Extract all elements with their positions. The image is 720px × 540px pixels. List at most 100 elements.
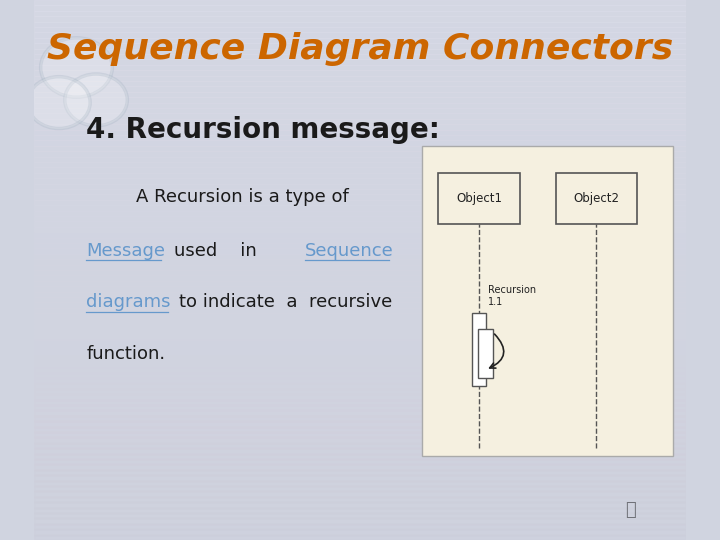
Bar [34, 362, 686, 367]
Bar [34, 49, 686, 54]
Bar [556, 173, 637, 224]
Bar [34, 27, 686, 32]
Circle shape [40, 38, 112, 97]
Bar [34, 157, 686, 162]
Bar [34, 351, 686, 356]
Text: A Recursion is a type of: A Recursion is a type of [136, 188, 349, 206]
Bar [472, 313, 486, 386]
Bar [34, 335, 686, 340]
Bar [34, 405, 686, 410]
Bar [34, 151, 686, 157]
Bar [34, 194, 686, 200]
Bar [422, 146, 673, 456]
Text: Message: Message [86, 242, 166, 260]
Bar [34, 378, 686, 383]
Bar [34, 173, 686, 178]
Bar [34, 259, 686, 265]
Bar [34, 238, 686, 243]
Bar [34, 113, 686, 119]
Bar [34, 481, 686, 486]
Bar [34, 146, 686, 151]
Circle shape [27, 77, 90, 129]
Bar [34, 200, 686, 205]
Text: function.: function. [86, 345, 166, 363]
Bar [34, 140, 686, 146]
Bar [34, 373, 686, 378]
Text: Object1: Object1 [456, 192, 502, 205]
Bar [34, 416, 686, 421]
Bar [34, 313, 686, 319]
Bar [34, 529, 686, 535]
Bar [34, 464, 686, 470]
Bar [34, 443, 686, 448]
Bar [34, 513, 686, 518]
Bar [34, 108, 686, 113]
Bar [34, 400, 686, 405]
Bar [34, 0, 686, 5]
Text: to indicate  a  recursive: to indicate a recursive [179, 293, 392, 312]
Bar [34, 292, 686, 297]
Bar [34, 356, 686, 362]
Text: Sequence Diagram Connectors: Sequence Diagram Connectors [47, 32, 673, 65]
Bar [34, 524, 686, 529]
Bar [34, 5, 686, 11]
Bar [34, 421, 686, 427]
Bar [34, 432, 686, 437]
Bar [34, 475, 686, 481]
Bar [34, 367, 686, 373]
Bar [34, 454, 686, 459]
Bar [34, 184, 686, 189]
Bar [34, 167, 686, 173]
Bar [34, 32, 686, 38]
Bar [34, 302, 686, 308]
Bar [34, 329, 686, 335]
Bar [34, 470, 686, 475]
Bar [34, 518, 686, 524]
Bar [34, 92, 686, 97]
Bar [34, 265, 686, 270]
Bar [478, 329, 492, 378]
Bar [34, 324, 686, 329]
Bar [34, 81, 686, 86]
Text: Sequence: Sequence [305, 242, 393, 260]
Bar [34, 216, 686, 221]
Bar [34, 189, 686, 194]
Bar [34, 70, 686, 76]
Bar [34, 221, 686, 227]
Bar [34, 135, 686, 140]
Bar [34, 383, 686, 389]
Bar [34, 178, 686, 184]
Bar [34, 297, 686, 302]
Bar [34, 275, 686, 281]
Bar [34, 205, 686, 211]
Bar [34, 410, 686, 416]
Bar [34, 119, 686, 124]
Bar [34, 281, 686, 286]
Bar [34, 459, 686, 464]
Text: diagrams: diagrams [86, 293, 171, 312]
Bar [34, 76, 686, 81]
Bar [34, 227, 686, 232]
Text: used    in: used in [174, 242, 257, 260]
Bar [34, 319, 686, 324]
Bar [438, 173, 520, 224]
Bar [34, 22, 686, 27]
Bar [34, 248, 686, 254]
Bar [34, 86, 686, 92]
Bar [34, 130, 686, 135]
Text: Object2: Object2 [573, 192, 619, 205]
Bar [34, 502, 686, 508]
Bar [34, 211, 686, 216]
Circle shape [65, 74, 127, 126]
Bar [34, 54, 686, 59]
Bar [34, 162, 686, 167]
Text: 4. Recursion message:: 4. Recursion message: [86, 116, 440, 144]
Bar [34, 16, 686, 22]
Bar [34, 59, 686, 65]
Bar [34, 308, 686, 313]
Bar [34, 346, 686, 351]
Bar [34, 508, 686, 513]
Bar [34, 232, 686, 238]
Bar [34, 38, 686, 43]
Bar [34, 497, 686, 502]
